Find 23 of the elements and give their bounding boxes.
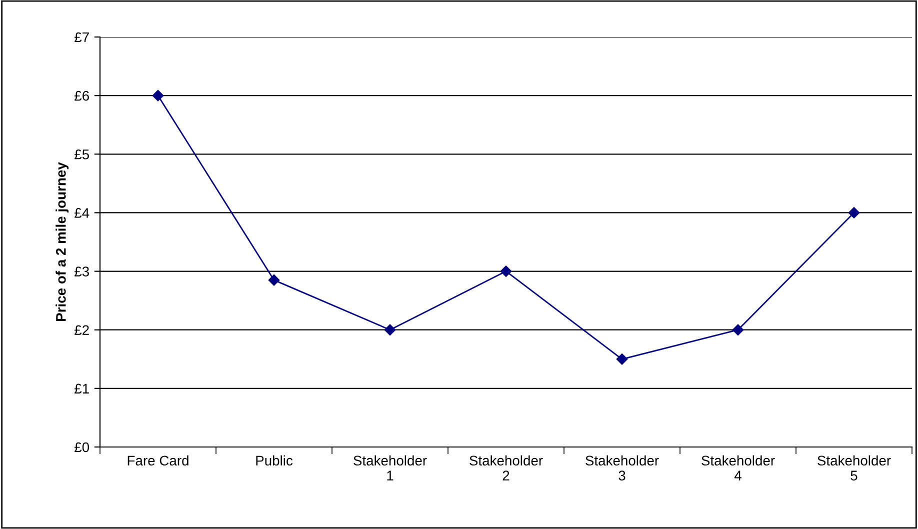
y-tick-label: £7: [74, 32, 89, 42]
y-tick-label: £1: [74, 384, 89, 394]
point: [500, 266, 512, 277]
point: [268, 274, 280, 286]
point: [848, 207, 860, 218]
point: [152, 90, 164, 102]
point: [732, 324, 744, 336]
y-tick-label: £6: [74, 90, 89, 101]
x-tick-label: Stakeholder 5: [818, 455, 891, 480]
x-tick-label: Public: [256, 455, 293, 466]
x-tick-label: Stakeholder 1: [354, 455, 427, 480]
y-tick-label: £2: [74, 325, 89, 335]
y-axis-title: Price of a 2 mile journey: [56, 162, 69, 321]
x-tick-label: Fare Card: [128, 455, 188, 466]
y-tick-label: £0: [74, 442, 90, 452]
x-tick-label: Stakeholder 2: [470, 455, 543, 480]
point: [616, 354, 628, 365]
y-tick-label: £5: [74, 149, 90, 160]
y-tick-label: £4: [74, 208, 90, 218]
point: [384, 324, 396, 336]
y-tick-label: £3: [74, 266, 89, 276]
x-tick-label: Stakeholder 4: [702, 455, 775, 480]
x-tick-label: Stakeholder 3: [586, 455, 659, 480]
